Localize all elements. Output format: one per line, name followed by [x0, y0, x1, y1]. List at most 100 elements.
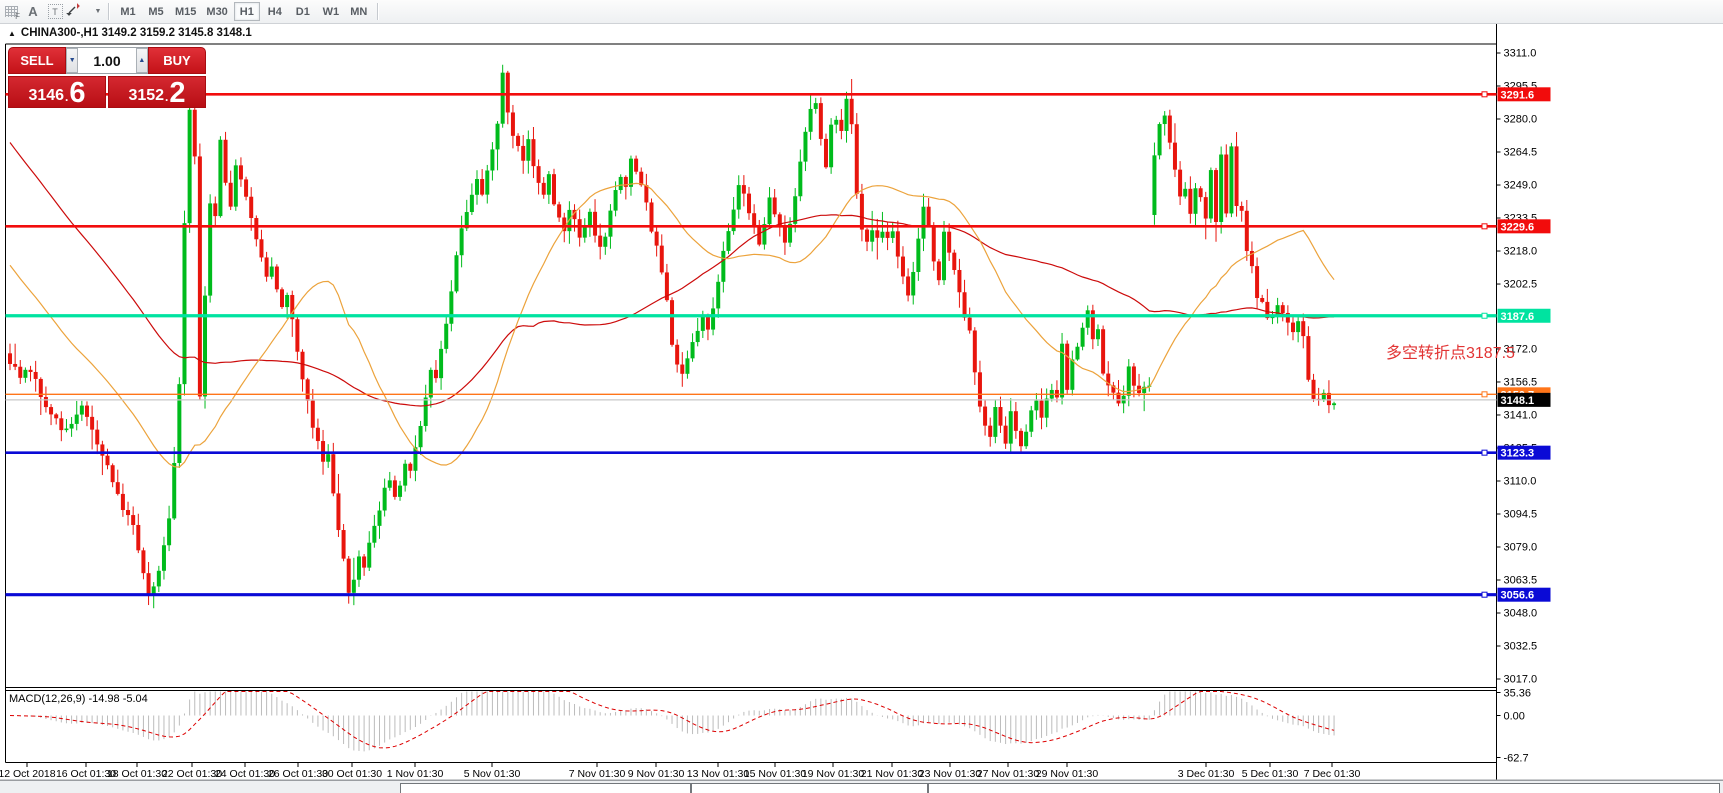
- x-axis-date-label: 18 Oct 01:30: [107, 768, 167, 780]
- font-a-icon[interactable]: A: [28, 4, 38, 19]
- candle-body: [1219, 154, 1224, 222]
- candle-body: [274, 266, 279, 290]
- candle-body: [480, 179, 485, 195]
- text-label-icon[interactable]: T: [44, 2, 66, 21]
- candle-body: [13, 363, 18, 367]
- level-price-label: 3291.6: [1501, 89, 1535, 101]
- x-axis-date-label: 1 Nov 01:30: [387, 768, 444, 780]
- hline-handle-3187.6[interactable]: [1481, 312, 1488, 319]
- timeframe-button-M5[interactable]: M5: [143, 2, 169, 21]
- hline-handle-3150.7[interactable]: [1481, 391, 1488, 398]
- buy-price-box[interactable]: 3152 . 2: [108, 76, 206, 108]
- volume-decrease-button[interactable]: ▼: [66, 48, 79, 73]
- candle-body: [264, 257, 269, 277]
- candle-body: [423, 397, 428, 426]
- candle-body: [695, 330, 700, 343]
- timeframe-button-MN[interactable]: MN: [346, 2, 372, 21]
- candle-body: [1008, 411, 1013, 444]
- candle-body: [1311, 379, 1316, 399]
- x-axis-date-label: 16 Oct 01:30: [56, 768, 116, 780]
- candle-body: [880, 231, 885, 238]
- sell-price-int: 3146: [28, 87, 65, 104]
- candle-body: [659, 245, 664, 273]
- candle-body: [177, 384, 182, 463]
- candle-body: [557, 204, 562, 218]
- candle-body: [782, 226, 787, 243]
- macd-signal-line: [9, 691, 1335, 749]
- window-tab[interactable]: [400, 783, 691, 793]
- candle-body: [1142, 386, 1147, 393]
- candle-body: [618, 176, 623, 191]
- candle-body: [84, 405, 89, 417]
- candle-body: [54, 414, 59, 419]
- timeframe-button-M1[interactable]: M1: [115, 2, 141, 21]
- hline-handle-3123.3[interactable]: [1481, 449, 1488, 456]
- timeframe-button-H4[interactable]: H4: [262, 2, 288, 21]
- candle-body: [772, 197, 777, 215]
- candle-body: [151, 586, 156, 594]
- f-letter: F: [15, 12, 20, 21]
- window-tab[interactable]: [928, 783, 1720, 793]
- x-axis-date-label: 13 Nov 01:30: [687, 768, 750, 780]
- candle-body: [439, 348, 444, 379]
- candle-body: [793, 196, 798, 224]
- price-label-box-3148.1: [1497, 392, 1551, 407]
- window-tab[interactable]: [691, 783, 928, 793]
- sell-price-box[interactable]: 3146 . 6: [8, 76, 106, 108]
- candle-body: [377, 510, 382, 526]
- candle-body: [844, 98, 849, 131]
- main-toolbar: F A T ▼ M1 M5 M15 M30 H1 H4 D1 W1 MN: [0, 0, 1723, 24]
- candle-body: [213, 203, 218, 217]
- x-axis-date-label: 12 Oct 2018: [0, 768, 56, 780]
- hline-handle-3056.6[interactable]: [1481, 591, 1488, 598]
- candle-body: [510, 112, 515, 136]
- arrows-glyph: [66, 3, 80, 16]
- candle-body: [403, 463, 408, 486]
- candle-body: [172, 462, 177, 519]
- timeframe-button-M15[interactable]: M15: [171, 2, 200, 21]
- candle-body: [120, 493, 125, 511]
- candle-body: [28, 369, 33, 372]
- candle-body: [690, 342, 695, 359]
- price-label-box-3056.6: [1497, 587, 1551, 602]
- panel-collapse-icon[interactable]: ▲: [8, 28, 16, 38]
- candle-body: [762, 224, 767, 245]
- hline-handle-3229.6[interactable]: [1481, 223, 1488, 230]
- candle-body: [993, 407, 998, 437]
- timeframe-button-D1[interactable]: D1: [290, 2, 316, 21]
- volume-input[interactable]: [78, 48, 136, 73]
- hline-handle-3291.6[interactable]: [1481, 91, 1488, 98]
- draw-arrows-icon[interactable]: [66, 2, 92, 21]
- candle-body: [1013, 411, 1018, 431]
- candle-body: [64, 428, 69, 431]
- candle-body: [736, 185, 741, 210]
- x-axis-date-label: 5 Nov 01:30: [464, 768, 521, 780]
- candle-body: [90, 416, 95, 430]
- candle-body: [100, 444, 105, 456]
- grid-f-icon[interactable]: F: [0, 2, 22, 21]
- candle-body: [849, 98, 854, 125]
- candle-body: [1172, 142, 1177, 170]
- timeframe-button-group: M1 M5 M15 M30 H1 H4 D1 W1 MN: [114, 2, 373, 21]
- x-axis-date-label: 5 Dec 01:30: [1242, 768, 1299, 780]
- chart-title: ▲ CHINA300-,H1 3149.2 3159.2 3145.8 3148…: [8, 27, 252, 39]
- candle-body: [126, 510, 131, 516]
- volume-increase-button[interactable]: ▲: [135, 48, 149, 73]
- candle-body: [115, 482, 120, 494]
- chart-text-annotation[interactable]: 多空转折点3187.5: [1386, 345, 1515, 362]
- sell-button[interactable]: SELL: [8, 47, 66, 74]
- candle-body: [341, 530, 346, 559]
- timeframe-button-W1[interactable]: W1: [318, 2, 344, 21]
- buy-button[interactable]: BUY: [148, 47, 206, 74]
- timeframe-button-M30[interactable]: M30: [202, 2, 231, 21]
- arrows-dropdown-caret-icon[interactable]: ▼: [94, 8, 102, 15]
- candle-body: [1260, 297, 1265, 302]
- candle-body: [1326, 392, 1331, 406]
- y-axis-label: 3094.5: [1504, 508, 1538, 520]
- candle-body: [885, 231, 890, 238]
- candle-body: [392, 480, 397, 497]
- timeframe-button-H1[interactable]: H1: [233, 2, 260, 21]
- candle-body: [326, 454, 331, 462]
